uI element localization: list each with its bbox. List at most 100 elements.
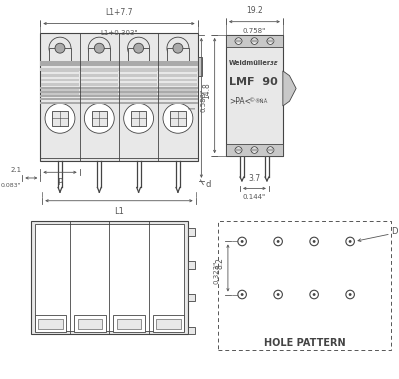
Bar <box>156 319 180 329</box>
Circle shape <box>49 37 71 59</box>
Bar <box>152 315 184 332</box>
Text: 0.583": 0.583" <box>200 89 206 112</box>
Circle shape <box>349 240 352 243</box>
Bar <box>52 111 67 126</box>
Circle shape <box>238 290 247 299</box>
Bar <box>81 78 118 81</box>
Circle shape <box>251 147 258 153</box>
Circle shape <box>251 38 258 44</box>
Circle shape <box>84 103 114 133</box>
Text: >PA<: >PA< <box>229 97 251 106</box>
Bar <box>226 35 283 156</box>
Bar <box>89 48 110 63</box>
Text: 3.7: 3.7 <box>248 174 261 183</box>
Bar <box>78 319 102 329</box>
Bar <box>41 83 79 86</box>
Circle shape <box>313 240 316 243</box>
Text: 2.1: 2.1 <box>10 167 22 173</box>
Bar <box>31 221 188 334</box>
Text: L1+0.303": L1+0.303" <box>100 30 138 36</box>
Bar <box>81 88 118 91</box>
Bar <box>218 221 391 351</box>
Bar <box>128 48 150 63</box>
Circle shape <box>128 37 150 59</box>
Bar <box>131 111 146 126</box>
Circle shape <box>277 240 280 243</box>
Circle shape <box>238 237 247 246</box>
Bar <box>113 315 145 332</box>
Circle shape <box>267 38 274 44</box>
Circle shape <box>94 43 104 53</box>
Bar <box>120 74 157 77</box>
Bar <box>38 319 63 329</box>
Bar <box>251 149 258 151</box>
Bar <box>117 319 141 329</box>
Circle shape <box>241 293 243 296</box>
Circle shape <box>163 103 193 133</box>
Text: l: l <box>189 107 198 109</box>
Circle shape <box>277 293 280 296</box>
Text: HOLE PATTERN: HOLE PATTERN <box>264 338 346 348</box>
Circle shape <box>45 103 75 133</box>
Text: ®ÑÅ: ®ÑÅ <box>255 99 268 104</box>
Bar <box>40 95 198 97</box>
Circle shape <box>274 290 282 299</box>
Bar <box>81 93 118 96</box>
Circle shape <box>313 293 316 296</box>
Bar <box>120 83 157 86</box>
Bar <box>41 69 79 72</box>
Circle shape <box>346 290 354 299</box>
Text: L1+7.7: L1+7.7 <box>105 8 133 17</box>
Bar <box>159 88 197 91</box>
Bar <box>120 78 157 81</box>
Bar <box>41 88 79 91</box>
Bar <box>74 315 106 332</box>
Bar <box>235 149 242 151</box>
Bar <box>41 93 79 96</box>
Bar <box>159 69 197 72</box>
Bar <box>35 224 184 330</box>
Text: 14.8: 14.8 <box>202 83 211 99</box>
Circle shape <box>235 38 242 44</box>
Text: LMF  90: LMF 90 <box>229 77 278 87</box>
Circle shape <box>310 290 318 299</box>
Bar <box>35 315 66 332</box>
Bar <box>188 327 195 334</box>
Bar <box>41 74 79 77</box>
Bar <box>167 48 189 63</box>
Circle shape <box>349 293 352 296</box>
Bar <box>40 68 198 71</box>
Circle shape <box>310 237 318 246</box>
Bar <box>120 93 157 96</box>
Bar <box>226 144 283 156</box>
Circle shape <box>55 43 65 53</box>
Circle shape <box>124 103 154 133</box>
Bar <box>235 40 242 42</box>
Bar <box>159 93 197 96</box>
Bar <box>159 83 197 86</box>
Bar <box>49 48 71 63</box>
Text: 0.083": 0.083" <box>1 183 22 188</box>
Polygon shape <box>283 71 296 106</box>
Bar <box>170 111 186 126</box>
Text: 3E: 3E <box>271 61 278 66</box>
Text: d: d <box>205 180 211 189</box>
Bar <box>81 83 118 86</box>
Text: P: P <box>57 178 63 187</box>
Bar <box>251 40 258 42</box>
Text: ©: © <box>248 99 254 104</box>
Text: 0.758": 0.758" <box>243 28 266 34</box>
Bar <box>159 74 197 77</box>
Text: D: D <box>391 227 397 236</box>
Bar <box>81 74 118 77</box>
Bar <box>267 40 274 42</box>
Bar <box>40 91 198 93</box>
Bar <box>40 102 198 104</box>
Circle shape <box>274 237 282 246</box>
Bar <box>188 261 195 269</box>
Text: 0.323": 0.323" <box>213 261 219 284</box>
Circle shape <box>235 147 242 153</box>
Bar <box>188 228 195 236</box>
Text: 8.2: 8.2 <box>215 257 224 269</box>
Circle shape <box>88 37 110 59</box>
